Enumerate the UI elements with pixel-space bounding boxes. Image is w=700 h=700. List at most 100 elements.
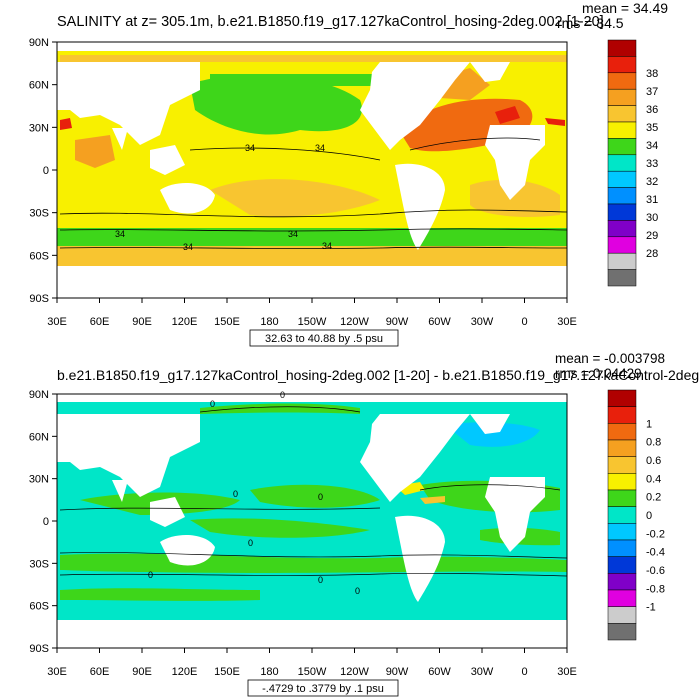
lat-label: 30S [29,208,49,220]
map-title: SALINITY at z= 305.1m, b.e21.B1850.f19_g… [57,14,604,30]
lon-label: 90E [132,666,152,678]
landmass-north-america [360,62,470,150]
contour-label: 0 [318,492,323,502]
colorbar-swatch [607,589,637,607]
contour-label: 34 [322,241,332,251]
lon-label: 0 [521,666,527,678]
lon-label: 30W [471,316,494,328]
lon-label: 90E [132,316,152,328]
colorbar-swatch [607,121,637,139]
colorbar-swatch [607,539,637,557]
colorbar-label: -0.6 [646,565,665,577]
colorbar-label: 0.4 [646,473,661,485]
range-label: 32.63 to 40.88 by .5 psu [265,333,383,345]
contour-label: 34 [288,229,298,239]
colorbar-swatch [607,105,637,123]
map-axes: 90N 60N 30N 0 30S 60S 90S 30E 60E 90E 120E 150E 180 1… [29,389,577,678]
range-label-box [249,329,399,347]
lon-label: 120E [172,666,198,678]
difference-map-figure: b.e21.B1850.f19_g17.127kaControl_hosing-… [29,351,700,697]
landmass-africa [485,477,545,552]
landmass-south-america [395,515,445,602]
colorbar-swatch [607,56,637,74]
landmass-asia [57,414,200,497]
lon-label: 30E [47,666,67,678]
colorbar-swatch [607,154,637,172]
north-pacific-fresh [190,74,362,135]
range-label: -.4729 to .3779 by .1 psu [262,683,384,695]
colorbar-swatch [607,573,637,591]
landmass-africa [485,125,545,200]
colorbar-label: 37 [646,86,658,98]
lat-label: 30S [29,558,49,570]
colorbar-swatch [607,489,637,507]
salinity-difference-map-panel: b.e21.B1850.f19_g17.127kaControl_hosing-… [0,350,700,700]
lon-label: 120W [340,316,369,328]
lon-label: 180 [260,666,278,678]
colorbar-label: 34 [646,140,658,152]
lon-label: 0 [521,316,527,328]
colorbar-swatch [607,606,637,624]
lon-label: 30E [557,666,577,678]
colorbar-label: -1 [646,602,656,614]
contour-label: 34 [115,229,125,239]
lat-label: 90S [29,643,49,655]
colorbar-label: 36 [646,104,658,116]
contour-label: 0 [233,489,238,499]
landmass-australia [160,183,215,214]
lon-label: 30W [471,666,494,678]
colorbar: 38 37 36 35 34 33 32 31 30 29 28 [607,39,658,287]
colorbar-swatch [607,556,637,574]
map-area: 34 34 34 34 34 34 [56,41,568,299]
contour-label: 34 [183,242,193,252]
colorbar-label: 28 [646,248,658,260]
colorbar-label: 38 [646,68,658,80]
mean-stat: mean = -0.003798 [555,351,665,366]
lat-label: 60S [29,250,49,262]
southern-ocean-band [57,228,567,246]
colorbar: 1 0.8 0.6 0.4 0.2 0 -0.2 -0.4 -0.6 -0.8 -1 [607,389,665,641]
lat-label: 0 [43,516,49,528]
colorbar-label: 29 [646,230,658,242]
contour-label: 34 [315,143,325,153]
colorbar-swatch [607,406,637,424]
colorbar-swatch [607,623,637,641]
landmass-north-america [360,414,470,502]
colorbar-label: 32 [646,176,658,188]
colorbar-swatch [607,72,637,90]
lat-label: 60N [29,80,49,92]
colorbar-swatch [607,88,637,106]
colorbar-label: -0.8 [646,583,665,595]
rms-stat: rms = 34.5 [557,15,624,31]
landmass-australia [160,535,215,566]
lon-label: 180 [260,316,278,328]
colorbar-swatch [607,523,637,541]
colorbar-label: 33 [646,158,658,170]
colorbar-label: 0 [646,510,652,522]
lon-label: 30E [557,316,577,328]
contour-label: 0 [318,575,323,585]
map-axes: 90N 60N 30N 0 30S 60S 90S 30E 60E 90E 120E 150E 180 1… [29,37,577,328]
colorbar-label: 0.2 [646,492,661,504]
colorbar-label: -0.4 [646,547,665,559]
lon-label: 120E [172,316,198,328]
lat-label: 30N [29,122,49,134]
salinity-map-figure: SALINITY at z= 305.1m, b.e21.B1850.f19_g… [29,0,668,347]
colorbar-swatch [607,236,637,254]
lon-label: 150W [298,666,327,678]
colorbar-swatch [607,203,637,221]
contour-label: 34 [245,143,255,153]
rms-stat: rms = 0.04429 [555,366,642,381]
lat-label: 90N [29,37,49,49]
colorbar-swatch [607,473,637,491]
lat-label: 90N [29,389,49,401]
lon-label: 150E [214,316,240,328]
contour-label: 0 [210,399,215,409]
lon-label: 90W [386,666,409,678]
lon-label: 30E [47,316,67,328]
contour-label: 0 [280,390,285,400]
lon-label: 60E [90,316,110,328]
lat-label: 90S [29,293,49,305]
lat-label: 60N [29,431,49,443]
colorbar-label: 0.6 [646,455,661,467]
